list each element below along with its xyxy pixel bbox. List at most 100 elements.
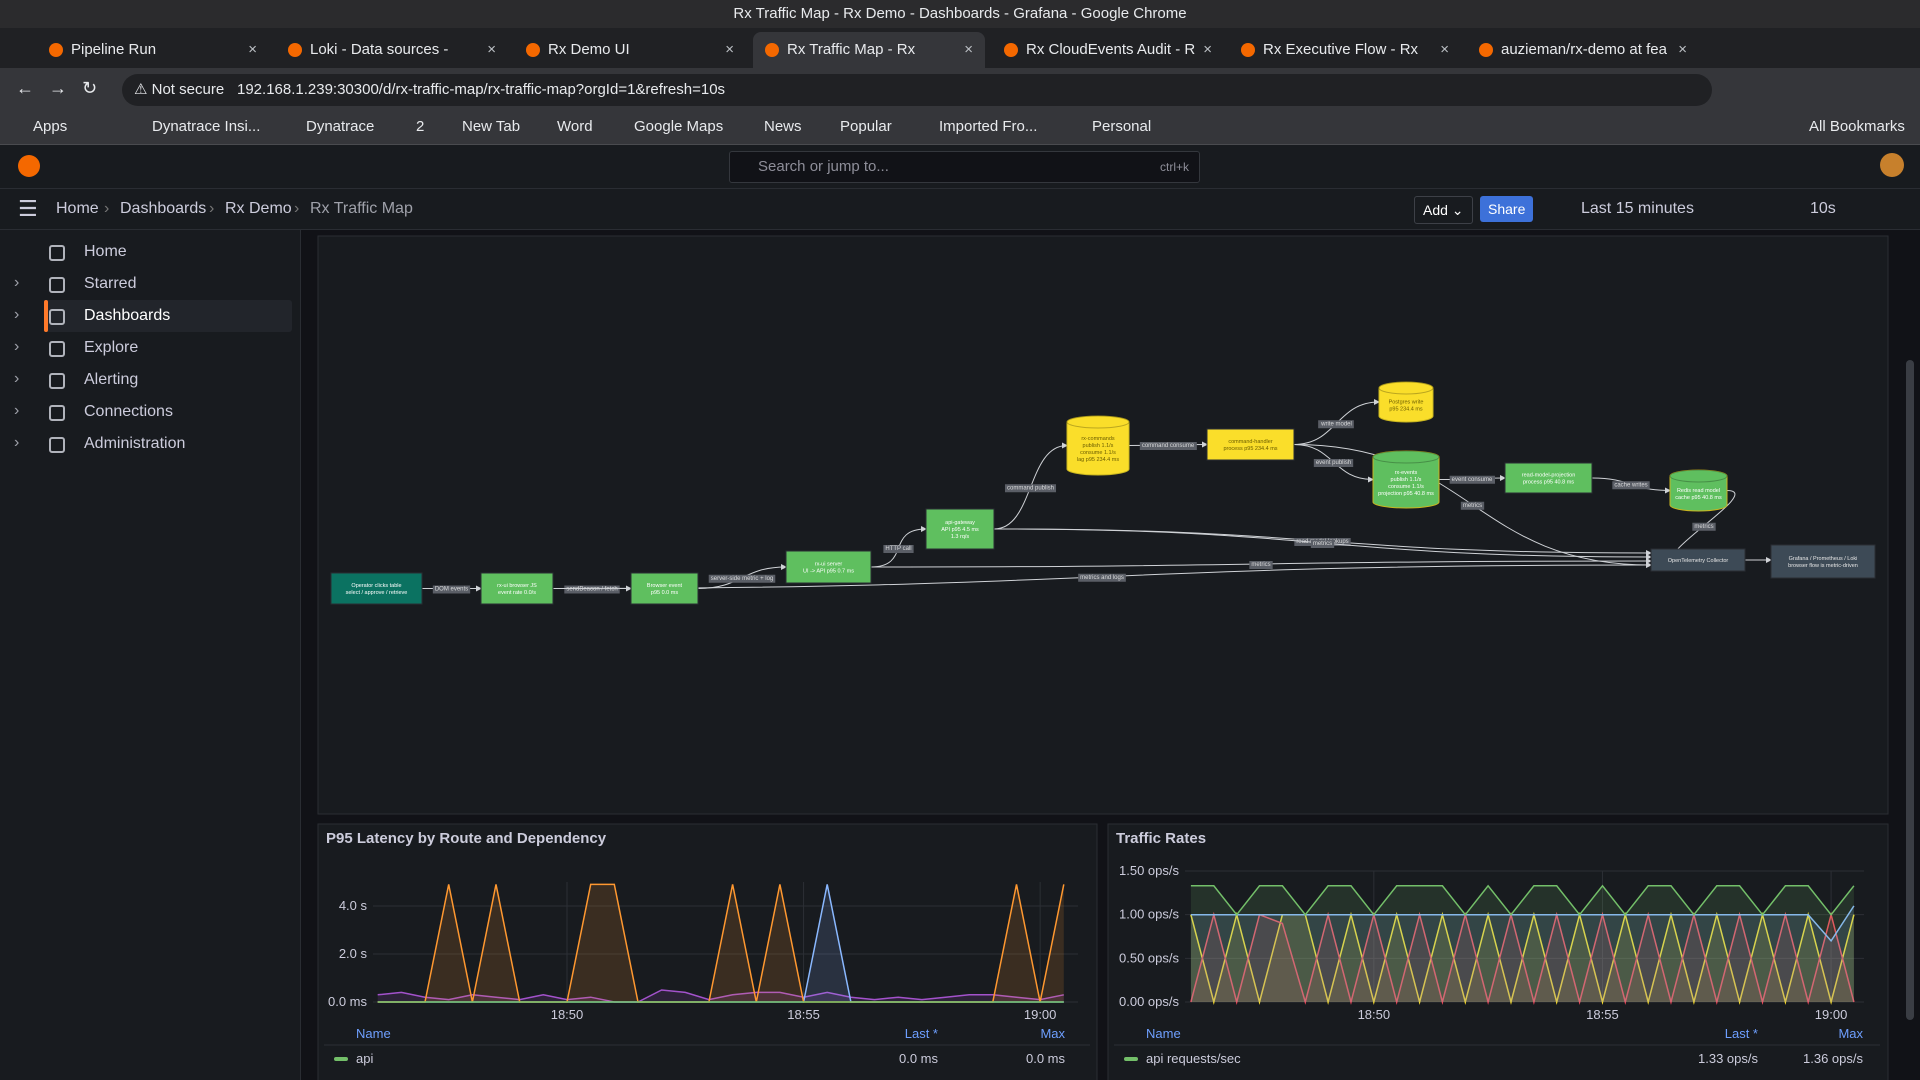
grafana-topnav: Search or jump to... ctrl+k xyxy=(0,145,1920,189)
node-label: consume 1.1/s xyxy=(1080,450,1116,456)
refresh-picker[interactable]: 10s xyxy=(1810,200,1836,217)
breadcrumb-separator: › xyxy=(209,200,215,217)
time-picker[interactable]: Last 15 minutes xyxy=(1581,200,1694,217)
nav-item[interactable]: Explore xyxy=(44,332,292,364)
security-chip[interactable]: ⚠ Not secure xyxy=(134,81,225,98)
tab-close[interactable]: × xyxy=(964,41,973,58)
edge xyxy=(1293,444,1374,483)
bookmark[interactable]: Popular xyxy=(840,118,892,135)
node-cap xyxy=(1669,469,1728,483)
node xyxy=(1066,415,1130,476)
bookmark[interactable]: 2 xyxy=(416,118,425,135)
y-tick-label: 1.50 ops/s xyxy=(1119,863,1179,878)
edge xyxy=(993,528,1652,556)
sidebar: Home Starred › Dashboards › Explore › Alerting ›… xyxy=(0,230,301,1080)
breadcrumb[interactable]: Dashboards xyxy=(120,200,207,217)
breadcrumb-separator: › xyxy=(294,200,300,217)
bookmark[interactable]: Dynatrace xyxy=(306,118,375,135)
omnibox[interactable]: ⚠ Not secure 192.168.1.239:30300/d/rx-tr… xyxy=(122,74,1712,106)
legend-swatch xyxy=(1124,1057,1138,1061)
tab-close[interactable]: × xyxy=(725,41,734,58)
breadcrumb-separator: › xyxy=(104,200,110,217)
y-tick-label: 0.00 ops/s xyxy=(1119,994,1179,1009)
nav-expand[interactable]: › xyxy=(14,434,20,451)
search-placeholder: Search or jump to... xyxy=(758,158,889,175)
menu-toggle[interactable]: ☰ xyxy=(18,196,38,221)
bookmark[interactable]: Personal xyxy=(1092,118,1152,135)
bookmark[interactable]: Imported Fro... xyxy=(939,118,1038,135)
tab[interactable]: Rx Demo UI × xyxy=(514,32,746,68)
bookmark[interactable]: All Bookmarks xyxy=(1809,118,1905,135)
bookmark[interactable]: Word xyxy=(557,118,593,135)
nav-label: Home xyxy=(84,243,127,260)
add-button[interactable]: Add ⌄ xyxy=(1414,196,1473,224)
tab-title: Loki - Data sources - Con xyxy=(310,41,449,58)
node-label: 1.3 rq/s xyxy=(951,534,970,540)
edge xyxy=(1293,399,1380,445)
node-cap xyxy=(1372,450,1440,464)
nav-item[interactable]: Alerting xyxy=(44,364,292,396)
tab-close[interactable]: × xyxy=(248,41,257,58)
edge xyxy=(870,526,927,568)
edge-label-bg xyxy=(432,585,471,594)
nav-arrows[interactable]: ← → ↻ xyxy=(16,78,98,98)
bookmark[interactable]: Apps xyxy=(33,118,68,135)
nav-item[interactable]: Connections xyxy=(44,396,292,428)
tab-close[interactable]: × xyxy=(487,41,496,58)
node-label: API p95 4.5 ms xyxy=(941,527,979,533)
tab[interactable]: Rx Traffic Map - Rx Demo × xyxy=(753,32,985,68)
nav-item[interactable]: Dashboards xyxy=(44,300,292,332)
breadcrumb[interactable]: Rx Demo xyxy=(225,200,292,217)
y-tick-label: 1.00 ops/s xyxy=(1119,907,1179,922)
series-line xyxy=(1190,911,1855,1005)
add-label: Add xyxy=(1423,202,1448,218)
nav-label: Dashboards xyxy=(84,307,171,324)
nav-expand[interactable]: › xyxy=(14,274,20,291)
node-label: process p95 234.4 ms xyxy=(1223,446,1277,452)
node-label: p95 234.4 ms xyxy=(1389,407,1423,413)
edge xyxy=(552,562,1652,589)
nav-icon xyxy=(49,437,65,453)
tab-favicon xyxy=(765,43,779,57)
breadcrumb[interactable]: Home xyxy=(56,200,99,217)
search-box[interactable]: Search or jump to... ctrl+k xyxy=(729,151,1200,183)
tab-favicon xyxy=(49,43,63,57)
node-cap xyxy=(1378,381,1434,395)
x-tick-label: 19:00 xyxy=(1815,1007,1848,1022)
node-label: consume 1.1/s xyxy=(1388,484,1424,490)
nav-item[interactable]: Administration xyxy=(44,428,292,460)
nav-expand[interactable]: › xyxy=(14,402,20,419)
bookmark[interactable]: News xyxy=(764,118,802,135)
nav-expand[interactable]: › xyxy=(14,370,20,387)
nav-item[interactable]: Home xyxy=(44,236,292,268)
tab[interactable]: Loki - Data sources - Con × xyxy=(276,32,508,68)
bookmark[interactable]: Google Maps xyxy=(634,118,724,135)
edge-label: server-side metric + log xyxy=(711,576,774,582)
tab-close[interactable]: × xyxy=(1678,41,1687,58)
node-label: lag p95 234.4 ms xyxy=(1077,457,1119,463)
tab[interactable]: Rx Executive Flow - Rx D × xyxy=(1229,32,1461,68)
tab[interactable]: Rx CloudEvents Audit - R × xyxy=(992,32,1224,68)
nav-icon xyxy=(49,277,65,293)
nav-item[interactable]: Starred xyxy=(44,268,292,300)
nav-expand[interactable]: › xyxy=(14,338,20,355)
edge-label-bg xyxy=(708,574,776,583)
edge xyxy=(1293,444,1652,568)
user-avatar[interactable] xyxy=(1880,153,1904,177)
tab-close[interactable]: × xyxy=(1203,41,1212,58)
nav-expand[interactable]: › xyxy=(14,306,20,323)
x-tick-label: 18:55 xyxy=(787,1007,820,1022)
share-button[interactable]: Share xyxy=(1480,196,1534,222)
legend-max: 0.0 ms xyxy=(1026,1051,1066,1066)
bookmark[interactable]: Dynatrace Insi... xyxy=(152,118,261,135)
edge xyxy=(1438,475,1506,482)
edge xyxy=(993,442,1068,530)
grafana-logo[interactable] xyxy=(18,155,40,177)
tab[interactable]: auzieman/rx-demo at fea × xyxy=(1467,32,1699,68)
series-line xyxy=(1190,911,1855,1005)
tab[interactable]: Pipeline Run × xyxy=(37,32,269,68)
tab-close[interactable]: × xyxy=(1440,41,1449,58)
bookmark[interactable]: New Tab xyxy=(462,118,521,135)
bookmarks-bar: Apps Dynatrace Insi... Dynatrace 2 New Tab Wo… xyxy=(0,112,1920,145)
